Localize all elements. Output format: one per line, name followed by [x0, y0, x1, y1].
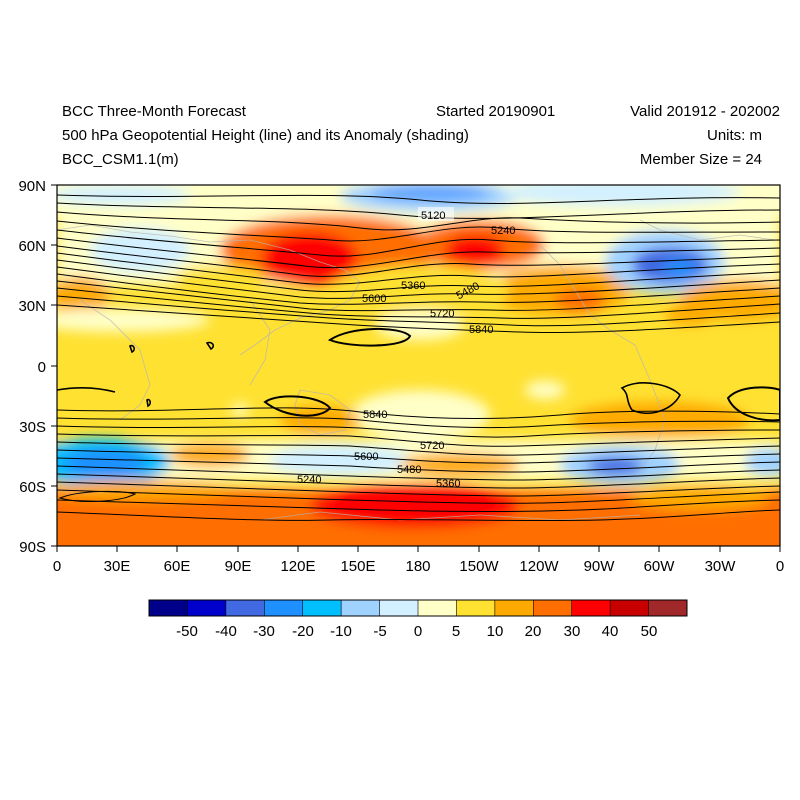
colorbar-swatch	[264, 600, 304, 616]
lat-tick-label: 30S	[19, 419, 46, 436]
colorbar-label: 50	[641, 623, 658, 640]
contour-label: 5840	[469, 324, 493, 336]
colorbar-label: -5	[373, 623, 386, 640]
forecast-title: BCC Three-Month Forecast	[62, 103, 246, 120]
colorbar	[149, 600, 688, 616]
colorbar-swatch	[149, 600, 188, 616]
lat-tick-label: 90N	[18, 178, 46, 195]
contour-label: 5120	[421, 210, 445, 222]
colorbar-swatch	[456, 600, 496, 616]
contour-label: 5360	[401, 280, 425, 292]
lat-tick-label: 60N	[18, 238, 46, 255]
y-axis-labels: 90N 60N 30N 0 30S 60S 90S	[18, 178, 46, 556]
lat-tick-label: 30N	[18, 298, 46, 315]
contour-label: 5360	[436, 478, 460, 490]
lon-tick-label: 120W	[519, 558, 559, 575]
colorbar-swatch	[187, 600, 227, 616]
valid-period: Valid 201912 - 202002	[630, 103, 780, 120]
colorbar-label: -40	[215, 623, 237, 640]
colorbar-label: -10	[330, 623, 352, 640]
lon-tick-label: 180	[405, 558, 430, 575]
contour-label: 5240	[491, 225, 515, 237]
colorbar-swatch	[571, 600, 611, 616]
colorbar-swatch	[341, 600, 380, 616]
colorbar-swatch	[379, 600, 419, 616]
lon-tick-label: 30W	[705, 558, 737, 575]
lon-tick-label: 90W	[584, 558, 616, 575]
coastlines	[57, 219, 776, 521]
colorbar-swatch	[610, 600, 649, 616]
start-date: Started 20190901	[436, 103, 556, 120]
lat-tick-label: 0	[38, 359, 46, 376]
colorbar-swatch	[648, 600, 688, 616]
contour-label: 5600	[362, 293, 386, 305]
lon-tick-label: 30E	[104, 558, 131, 575]
colorbar-label: 5	[452, 623, 460, 640]
lon-tick-label: 60W	[644, 558, 676, 575]
contour-label: 5720	[430, 308, 454, 320]
colorbar-swatch	[494, 600, 534, 616]
lon-tick-label: 150W	[459, 558, 499, 575]
contour-label: 5720	[420, 440, 444, 452]
lon-tick-label: 0	[776, 558, 784, 575]
colorbar-swatch	[418, 600, 457, 616]
lon-tick-label: 60E	[164, 558, 191, 575]
tick-marks	[51, 184, 781, 552]
contour-label-group: 5120 5240 5360 5480 5600 5720 5840 5840 …	[297, 207, 515, 490]
colorbar-label: 0	[414, 623, 422, 640]
height-contours	[57, 194, 780, 522]
units-label: Units: m	[706, 127, 762, 144]
lon-tick-label: 150E	[340, 558, 375, 575]
colorbar-label: -20	[292, 623, 314, 640]
colorbar-label: 40	[602, 623, 619, 640]
contour-label: 5600	[354, 451, 378, 463]
contour-label: 5480	[397, 464, 421, 476]
lon-tick-label: 90E	[225, 558, 252, 575]
colorbar-frame	[148, 599, 688, 617]
x-axis-labels: 0 30E 60E 90E 120E 150E 180 150W 120W 90…	[53, 558, 784, 575]
colorbar-label: 10	[487, 623, 504, 640]
contour-label: 5240	[297, 474, 321, 486]
lon-tick-label: 0	[53, 558, 61, 575]
colorbar-labels: -50 -40 -30 -20 -10 -5 0 5 10 20 30 40 5…	[176, 623, 657, 640]
model-name: BCC_CSM1.1(m)	[62, 151, 179, 168]
colorbar-swatch	[225, 600, 265, 616]
colorbar-label: -50	[176, 623, 198, 640]
lon-tick-label: 120E	[280, 558, 315, 575]
colorbar-label: 30	[564, 623, 581, 640]
contour-label: 5840	[363, 409, 387, 421]
colorbar-swatch	[302, 600, 342, 616]
colorbar-label: -30	[253, 623, 275, 640]
colorbar-swatch	[533, 600, 573, 616]
anomaly-shading: 5120 5240 5360 5480 5600 5720 5840 5840 …	[57, 185, 780, 546]
chart-subtitle: 500 hPa Geopotential Height (line) and i…	[62, 127, 469, 144]
lat-tick-label: 90S	[19, 539, 46, 556]
colorbar-label: 20	[525, 623, 542, 640]
member-size: Member Size = 24	[639, 151, 762, 168]
lat-tick-label: 60S	[19, 479, 46, 496]
